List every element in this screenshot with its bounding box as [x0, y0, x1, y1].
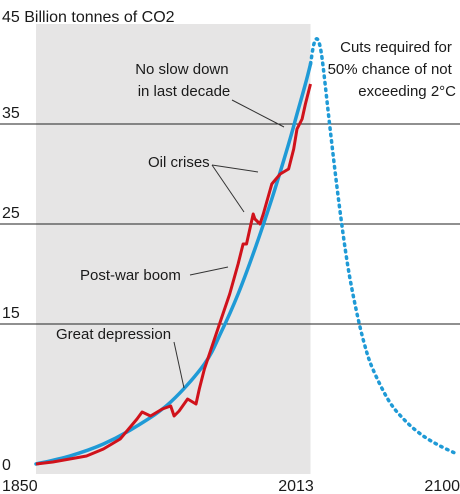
leader-oil-crises-1 [211, 164, 245, 213]
chart-title: 45 Billion tonnes of CO2 [2, 9, 175, 26]
leader-post-war-boom [189, 266, 229, 276]
gridlines [0, 123, 460, 325]
annotation-cuts-required-line1: Cuts required for [340, 39, 452, 56]
annotation-leaders [173, 99, 285, 389]
annotation-cuts-required-line2: 50% chance of not [328, 61, 453, 78]
actual-emissions-line [35, 83, 312, 466]
y-tick-label-0: 0 [2, 457, 11, 474]
leader-no-slow-down [231, 99, 285, 128]
annotation-no-slow-down-line1: No slow down [135, 61, 228, 78]
x-tick-label-1850: 1850 [2, 478, 38, 494]
leader-oil-crises-2 [211, 164, 259, 173]
leader-great-depression [173, 341, 185, 389]
annotation-no-slow-down-line2: in last decade [138, 83, 231, 100]
y-tick-label-35: 35 [2, 105, 20, 122]
annotation-no-slow-down: No slow down in last decade [135, 61, 233, 100]
annotation-great-depression: Great depression [56, 326, 171, 343]
y-tick-label-15: 15 [2, 305, 20, 322]
y-tick-label-25: 25 [2, 205, 20, 222]
annotation-post-war-boom: Post-war boom [80, 267, 181, 284]
annotation-cuts-required-line3: exceeding 2°C [358, 83, 456, 100]
y-tick-labels: 0 15 25 35 [2, 105, 20, 474]
required-cuts-curve [308, 37, 459, 456]
x-tick-label-2013: 2013 [278, 478, 314, 494]
annotation-oil-crises: Oil crises [148, 154, 210, 171]
annotation-cuts-required: Cuts required for 50% chance of not exce… [328, 39, 457, 100]
x-tick-label-2100: 2100 [424, 478, 460, 494]
x-tick-labels: 1850 2013 2100 [2, 478, 460, 494]
trend-curve [34, 62, 313, 466]
